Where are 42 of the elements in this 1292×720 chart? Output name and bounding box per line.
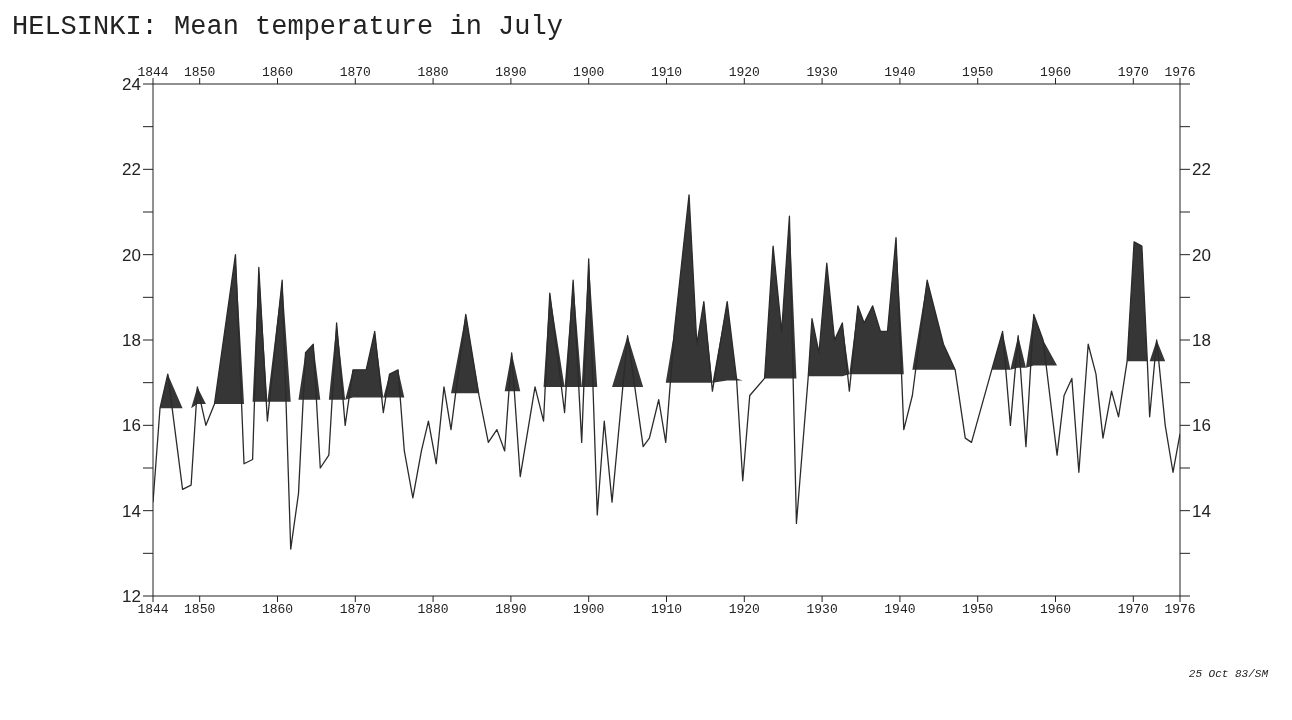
chart-title: HELSINKI: Mean temperature in July xyxy=(12,12,563,42)
x-tick-label: 1960 xyxy=(1039,65,1072,80)
x2-tick-label: 1976 xyxy=(1164,602,1196,618)
x-tick-label: 1970 xyxy=(1117,65,1149,80)
x2-tick-label: 1850 xyxy=(184,602,216,618)
x-tick-label: 1860 xyxy=(261,65,294,80)
x2-tick-label: 1870 xyxy=(339,602,371,618)
y2-tick-label: 16 xyxy=(1192,416,1211,436)
x-tick-label: 1900 xyxy=(573,65,605,80)
x-tick-label: 1920 xyxy=(728,65,760,80)
y2-tick-label: 18 xyxy=(1192,331,1211,351)
x-tick-label: 1976 xyxy=(1164,65,1196,80)
y-tick-label: 16 xyxy=(122,416,141,436)
x2-tick-label: 1930 xyxy=(806,602,838,618)
x-tick-label: 1870 xyxy=(339,65,371,80)
x2-tick-label: 1950 xyxy=(962,602,994,618)
x2-tick-label: 1940 xyxy=(884,602,916,618)
y-tick-label: 22 xyxy=(122,160,141,180)
y-tick-label: 14 xyxy=(122,501,141,521)
x-tick-label: 1910 xyxy=(650,65,683,80)
x2-tick-label: 1920 xyxy=(728,602,760,618)
text: 25 Oct 83/SM xyxy=(1188,668,1268,680)
x2-tick-label: 1960 xyxy=(1039,602,1072,618)
x2-tick-label: 1860 xyxy=(261,602,294,618)
y2-tick-label: 22 xyxy=(1192,160,1211,180)
y-tick-label: 24 xyxy=(122,75,141,95)
y2-tick-label: 20 xyxy=(1192,245,1211,265)
x2-tick-label: 1844 xyxy=(137,602,169,618)
x-tick-label: 1890 xyxy=(495,65,527,80)
x2-tick-label: 1910 xyxy=(650,602,683,618)
x2-tick-label: 1900 xyxy=(573,602,605,618)
x-tick-label: 1880 xyxy=(417,65,449,80)
x2-tick-label: 1880 xyxy=(417,602,449,618)
x-tick-label: 1930 xyxy=(806,65,838,80)
x2-tick-label: 1970 xyxy=(1117,602,1149,618)
x-tick-label: 1940 xyxy=(884,65,916,80)
x-tick-label: 1850 xyxy=(184,65,216,80)
x-tick-label: 1950 xyxy=(962,65,994,80)
y2-tick-label: 14 xyxy=(1192,501,1211,521)
y-tick-label: 20 xyxy=(122,245,141,265)
x2-tick-label: 1890 xyxy=(495,602,527,618)
y-tick-label: 18 xyxy=(122,331,141,351)
